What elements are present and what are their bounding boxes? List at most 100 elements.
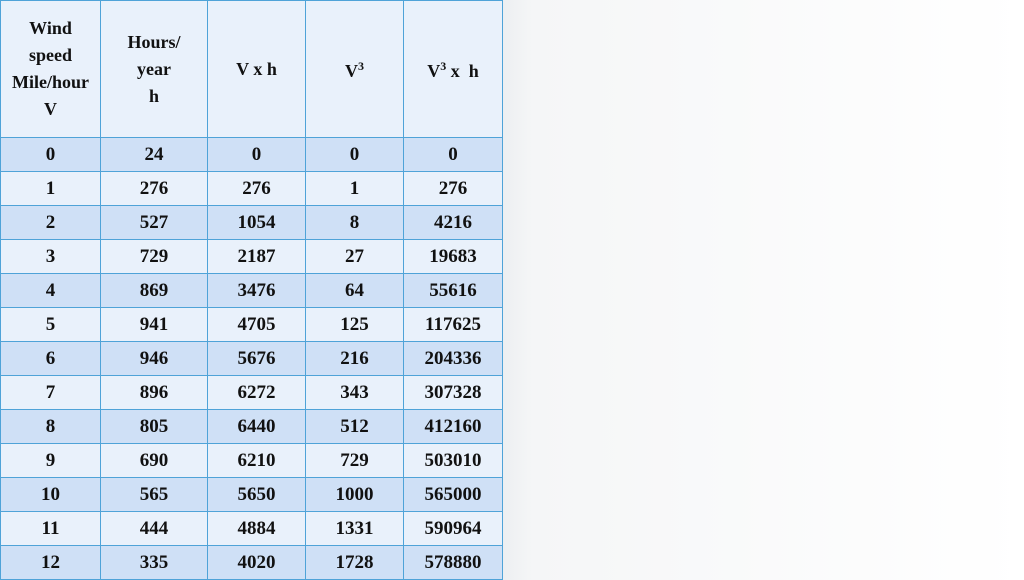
table-cell: 5650 (207, 477, 306, 512)
table-row: 2 527 1054 8 4216 (0, 205, 503, 240)
table-cell: 6210 (207, 443, 306, 478)
header-wind-speed-line2: speed (28, 45, 72, 65)
table-cell: 335 (100, 545, 208, 580)
table-cell: 19683 (403, 239, 503, 274)
table-cell: 590964 (403, 511, 503, 546)
header-v3h-tail: x h (446, 61, 479, 81)
table-cell: 5 (0, 307, 101, 342)
table-cell: 805 (100, 409, 208, 444)
header-v3h-sup: 3 (440, 59, 447, 73)
table-cell: 690 (100, 443, 208, 478)
table-cell: 444 (100, 511, 208, 546)
table-row: 1 276 276 1 276 (0, 171, 503, 206)
table-cell: 6440 (207, 409, 306, 444)
header-wind-speed-line3: Mile/hour (12, 72, 89, 92)
table-cell: 503010 (403, 443, 503, 478)
table-cell: 4216 (403, 205, 503, 240)
table-cell: 10 (0, 477, 101, 512)
table-cell: 4705 (207, 307, 306, 342)
table-row: 10 565 5650 1000 565000 (0, 477, 503, 512)
table-cell: 9 (0, 443, 101, 478)
table-cell: 1 (305, 171, 404, 206)
table-cell: 941 (100, 307, 208, 342)
table-cell: 6272 (207, 375, 306, 410)
table-row: 7 896 6272 343 307328 (0, 375, 503, 410)
table-cell: 4 (0, 273, 101, 308)
table-cell: 64 (305, 273, 404, 308)
header-hours-line2: year (137, 58, 171, 79)
table-cell: 55616 (403, 273, 503, 308)
table-row: 9 690 6210 729 503010 (0, 443, 503, 478)
table-row: 3 729 2187 27 19683 (0, 239, 503, 274)
table-cell: 0 (403, 137, 503, 172)
table-cell: 7 (0, 375, 101, 410)
table-row: 5 941 4705 125 117625 (0, 307, 503, 342)
table-cell: 27 (305, 239, 404, 274)
table-row: 11 444 4884 1331 590964 (0, 511, 503, 546)
header-v-x-h: V x h (207, 0, 306, 138)
header-hours: Hours/ year h (100, 0, 208, 138)
table-cell: 276 (207, 171, 306, 206)
table-cell: 117625 (403, 307, 503, 342)
table-cell: 1 (0, 171, 101, 206)
table-row: 12 335 4020 1728 578880 (0, 545, 503, 580)
header-v3h-base: V (427, 61, 441, 81)
table-cell: 1054 (207, 205, 306, 240)
table-cell: 527 (100, 205, 208, 240)
table-cell: 307328 (403, 375, 503, 410)
table-cell: 12 (0, 545, 101, 580)
table-cell: 276 (100, 171, 208, 206)
table-cell: 204336 (403, 341, 503, 376)
header-v-cubed-base: V (345, 61, 358, 81)
header-hours-line3: h (148, 85, 159, 106)
header-wind-speed: Wind speed Mile/hour V (0, 0, 101, 138)
table-row: 0 24 0 0 0 (0, 137, 503, 172)
table-cell: 125 (305, 307, 404, 342)
table-cell: 2187 (207, 239, 306, 274)
table-cell: 729 (100, 239, 208, 274)
table-cell: 276 (403, 171, 503, 206)
table-row: 6 946 5676 216 204336 (0, 341, 503, 376)
header-v-cubed-x-h: V3 x h (403, 0, 503, 138)
table-cell: 0 (0, 137, 101, 172)
table-cell: 729 (305, 443, 404, 478)
header-wind-speed-line4: V (44, 99, 57, 119)
table-cell: 343 (305, 375, 404, 410)
table-cell: 565 (100, 477, 208, 512)
table-cell: 565000 (403, 477, 503, 512)
table-cell: 946 (100, 341, 208, 376)
right-table-viewport: Wind speed Mile/hour V Hours/ year h V x… (546, 0, 1024, 576)
table-cell: 11 (0, 511, 101, 546)
table-cell: 896 (100, 375, 208, 410)
table-cell: 412160 (403, 409, 503, 444)
header-row: Wind speed Mile/hour V Hours/ year h V x… (0, 0, 503, 138)
table-cell: 0 (207, 137, 306, 172)
table-cell: 1728 (305, 545, 404, 580)
table-cell: 1000 (305, 477, 404, 512)
table-cell: 2 (0, 205, 101, 240)
table-cell: 512 (305, 409, 404, 444)
wind-table-left: Wind speed Mile/hour V Hours/ year h V x… (0, 0, 503, 580)
header-v-x-h-text: V x h (236, 58, 277, 79)
table-cell: 3476 (207, 273, 306, 308)
left-table-body: 0 24 0 0 0 1 276 276 1 276 2 527 1054 8 4216 3 729 2187 27… (0, 137, 503, 580)
table-cell: 8 (305, 205, 404, 240)
table-cell: 4884 (207, 511, 306, 546)
table-cell: 6 (0, 341, 101, 376)
table-cell: 5676 (207, 341, 306, 376)
table-cell: 4020 (207, 545, 306, 580)
header-v-cubed-sup: 3 (358, 59, 364, 73)
header-wind-speed-line1: Wind (29, 18, 72, 38)
table-row: 8 805 6440 512 412160 (0, 409, 503, 444)
table-cell: 869 (100, 273, 208, 308)
table-cell: 216 (305, 341, 404, 376)
table-cell: 24 (100, 137, 208, 172)
table-cell: 0 (305, 137, 404, 172)
table-cell: 3 (0, 239, 101, 274)
header-hours-line1: Hours/ (127, 31, 181, 52)
table-cell: 1331 (305, 511, 404, 546)
table-row: 4 869 3476 64 55616 (0, 273, 503, 308)
table-cell: 578880 (403, 545, 503, 580)
header-v-cubed: V3 (305, 0, 404, 138)
table-cell: 8 (0, 409, 101, 444)
